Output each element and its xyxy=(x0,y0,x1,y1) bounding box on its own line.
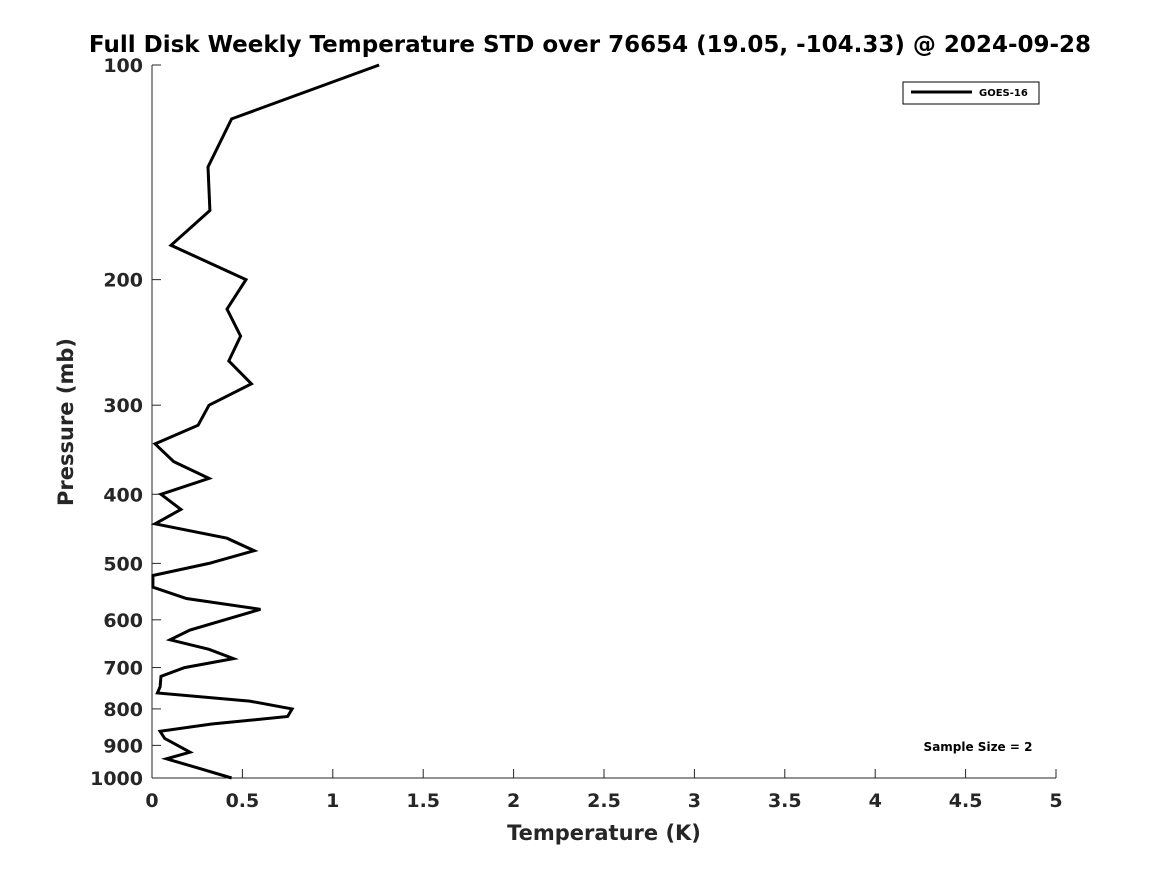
y-tick-label: 1000 xyxy=(90,768,143,790)
y-tick-label: 800 xyxy=(103,699,143,721)
x-tick-label: 5 xyxy=(1049,790,1062,812)
y-tick-label: 300 xyxy=(103,395,143,417)
x-tick-label: 4 xyxy=(869,790,882,812)
x-tick-label: 0.5 xyxy=(226,790,260,812)
series-layer xyxy=(150,63,380,780)
x-tick-label: 2.5 xyxy=(587,790,621,812)
legend: GOES-16 xyxy=(902,81,1040,105)
chart-title: Full Disk Weekly Temperature STD over 76… xyxy=(89,32,1091,58)
y-tick-label: 200 xyxy=(103,270,143,292)
y-axis-ticks: 100 200 300 400 500 600 700 800 900 1000 xyxy=(90,55,161,790)
y-tick-label: 900 xyxy=(103,735,143,757)
axes xyxy=(151,65,1056,779)
legend-label-goes-16: GOES-16 xyxy=(979,88,1028,99)
x-tick-label: 3 xyxy=(688,790,701,812)
sample-size-annotation: Sample Size = 2 xyxy=(924,740,1033,754)
x-tick-label: 0 xyxy=(145,790,158,812)
x-tick-label: 1 xyxy=(326,790,339,812)
y-tick-label: 400 xyxy=(103,484,143,506)
y-axis-label: Pressure (mb) xyxy=(54,338,78,506)
y-tick-label: 700 xyxy=(103,658,143,680)
x-axis-label: Temperature (K) xyxy=(507,821,701,845)
x-tick-label: 4.5 xyxy=(949,790,983,812)
y-tick-label: 100 xyxy=(103,55,143,77)
series-line-goes-16 xyxy=(150,63,380,780)
x-axis-ticks: 0 0.5 1 1.5 2 2.5 3 3.5 4 4.5 5 xyxy=(145,769,1063,812)
y-tick-label: 500 xyxy=(103,553,143,575)
x-tick-label: 2 xyxy=(507,790,520,812)
y-tick-label: 600 xyxy=(103,610,143,632)
x-tick-label: 1.5 xyxy=(406,790,440,812)
x-tick-label: 3.5 xyxy=(768,790,802,812)
